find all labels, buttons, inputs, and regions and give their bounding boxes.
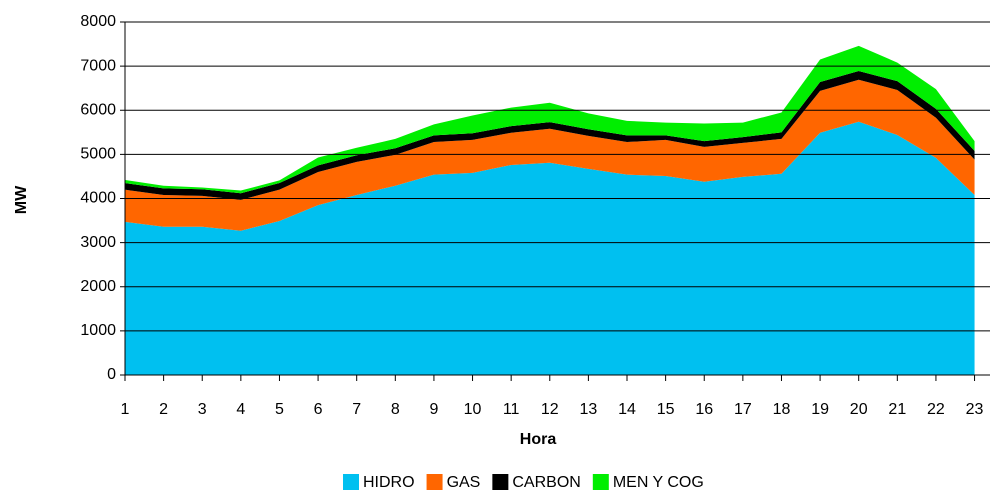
x-tick-label: 6 [314,401,323,418]
legend-swatch [492,474,509,490]
x-tick-label: 21 [888,401,906,418]
x-tick-label: 16 [695,401,713,418]
x-tick-label: 18 [773,401,791,418]
x-tick-label: 3 [198,401,207,418]
x-tick-label: 17 [734,401,752,418]
legend-swatch [592,474,609,490]
x-tick-label: 11 [503,401,520,418]
legend-label: CARBON [512,474,580,491]
legend-swatch [343,474,359,490]
area [125,121,975,375]
y-tick-label: 1000 [80,322,116,339]
y-tick-label: 4000 [80,190,116,207]
area [125,79,975,231]
x-axis-label: Hora [520,431,557,448]
y-tick-label: 7000 [80,57,116,74]
x-tick-label: 7 [352,401,361,418]
y-tick-label: 2000 [80,278,116,295]
y-tick-label: 8000 [80,13,116,30]
legend-swatch [426,474,443,490]
x-tick-label: 10 [464,401,482,418]
x-tick-label: 22 [927,401,945,418]
x-tick-label: 13 [579,401,597,418]
x-tick-label: 4 [236,401,245,418]
x-tick-label: 8 [391,401,400,418]
x-tick-label: 12 [541,401,559,418]
legend: HIDRO GAS CARBON MEN Y COG [343,474,704,491]
x-tick-label: 5 [275,401,284,418]
legend-label: HIDRO [363,474,415,491]
x-tick-label: 1 [121,401,130,418]
y-tick-label: 0 [107,366,116,383]
area [125,70,975,200]
y-axis-label: MW [13,185,30,214]
x-tick-label: 14 [618,401,636,418]
y-tick-label: 5000 [80,146,116,163]
x-tick-label: 2 [159,401,168,418]
x-tick-label: 19 [811,401,829,418]
x-tick-label: 23 [966,401,984,418]
area [125,45,975,194]
y-tick-label: 6000 [80,101,116,118]
x-tick-label: 15 [657,401,675,418]
x-tick-label: 9 [429,401,438,418]
legend-label: GAS [447,474,481,491]
y-tick-label: 3000 [80,234,116,251]
legend-label: MEN Y COG [613,474,704,491]
x-tick-label: 20 [850,401,868,418]
